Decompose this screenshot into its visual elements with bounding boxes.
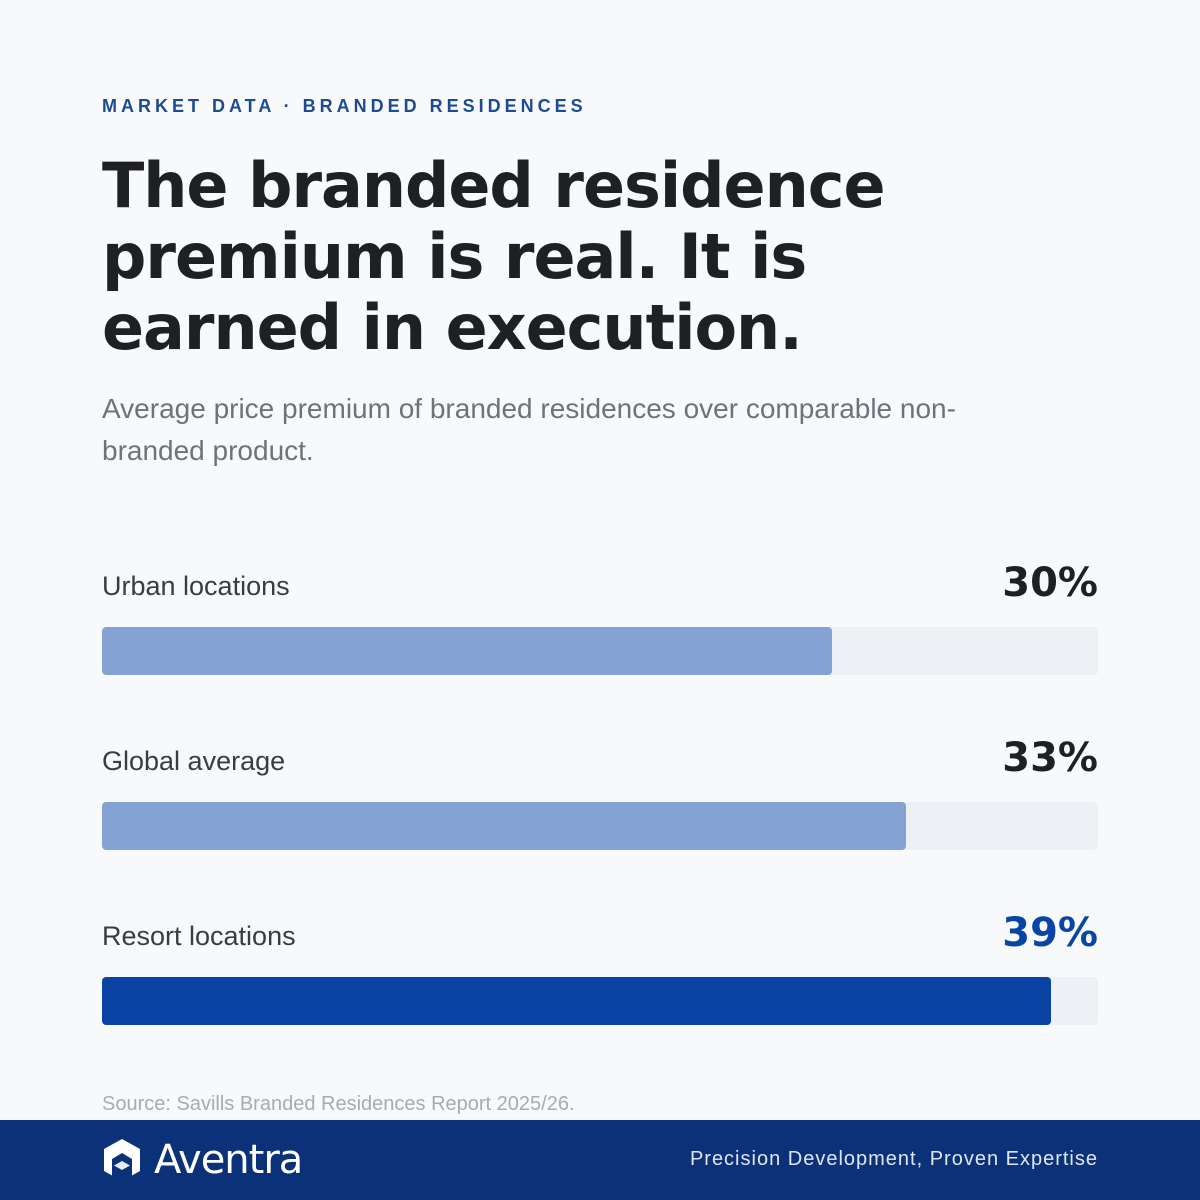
bar-label: Urban locations	[102, 571, 290, 601]
bar-value-label: 39%	[1002, 910, 1098, 956]
bar-track	[102, 977, 1098, 1025]
brand-tagline: Precision Development, Proven Expertise	[689, 1148, 1098, 1170]
footer-bar: Aventra Precision Development, Proven Ex…	[0, 1120, 1200, 1200]
bar-label: Resort locations	[102, 921, 296, 951]
bar-fill	[102, 627, 833, 675]
brand-name: Aventra	[154, 1137, 303, 1183]
bar-row-urban: Urban locations 30%	[102, 560, 1098, 735]
chart-subtitle: Average price premium of branded residen…	[102, 393, 956, 466]
hexagon-logo-icon	[104, 1139, 140, 1181]
page-title: The branded residence premium is real. I…	[102, 149, 886, 364]
bar-value-label: 30%	[1002, 560, 1098, 606]
bar-fill	[102, 802, 906, 850]
brand-logo: Aventra	[102, 1136, 303, 1184]
bar-chart: Urban locations 30% Global average 33% R…	[102, 560, 1098, 1085]
bar-row-global: Global average 33%	[102, 735, 1098, 910]
bar-label: Global average	[102, 746, 286, 776]
bar-track	[102, 627, 1098, 675]
eyebrow-label: MARKET DATA · BRANDED RESIDENCES	[102, 96, 587, 116]
bar-row-resort: Resort locations 39%	[102, 910, 1098, 1085]
source-note: Source: Savills Branded Residences Repor…	[102, 1093, 575, 1115]
bar-track	[102, 802, 1098, 850]
bar-value-label: 33%	[1002, 735, 1098, 781]
bar-fill	[102, 977, 1052, 1025]
